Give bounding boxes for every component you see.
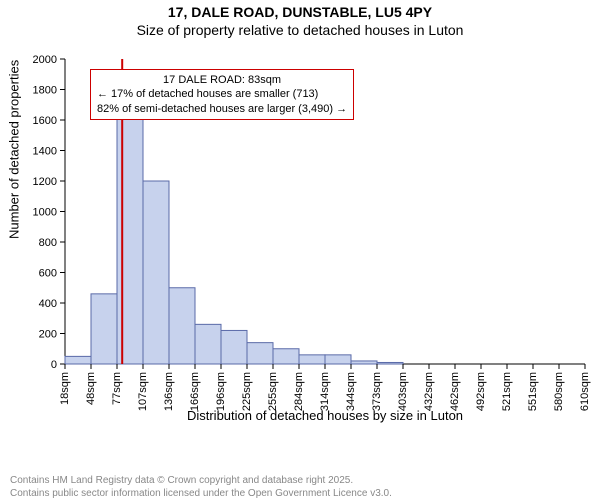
chart-title-main: 17, DALE ROAD, DUNSTABLE, LU5 4PY [0,4,600,20]
y-tick-label: 0 [51,359,57,371]
y-tick-label: 200 [39,329,57,341]
x-tick-label: 77sqm [111,372,123,405]
x-tick-label: 136sqm [163,372,175,411]
histogram-bar [377,362,403,364]
x-tick-label: 551sqm [527,372,539,411]
y-tick-label: 400 [39,298,57,310]
y-tick-label: 1200 [33,176,57,188]
x-tick-label: 18sqm [59,372,71,405]
x-tick-label: 432sqm [423,372,435,411]
histogram-bar [65,356,91,364]
info-line-2: ← 17% of detached houses are smaller (71… [97,87,347,101]
x-axis-label: Distribution of detached houses by size … [187,408,463,423]
x-tick-label: 107sqm [137,372,149,411]
y-tick-label: 1400 [33,146,57,158]
histogram-bar [247,343,273,364]
histogram-bar [169,288,195,364]
chart-footer: Contains HM Land Registry data © Crown c… [10,474,392,500]
y-tick-label: 1600 [33,115,57,127]
info-line-1: 17 DALE ROAD: 83sqm [97,73,347,87]
x-tick-label: 196sqm [215,372,227,411]
histogram-bar [117,118,143,364]
histogram-bar [351,361,377,364]
histogram-bar [273,349,299,364]
histogram-bar [143,181,169,364]
x-tick-label: 166sqm [189,372,201,411]
y-tick-label: 800 [39,237,57,249]
x-tick-label: 284sqm [293,372,305,411]
x-tick-label: 403sqm [397,372,409,411]
histogram-bar [299,355,325,364]
histogram-bar [221,330,247,364]
x-tick-label: 225sqm [241,372,253,411]
marker-info-box: 17 DALE ROAD: 83sqm ← 17% of detached ho… [90,69,354,120]
x-tick-label: 521sqm [501,372,513,411]
footer-line-1: Contains HM Land Registry data © Crown c… [10,474,392,487]
x-tick-label: 580sqm [553,372,565,411]
histogram-bar [91,294,117,364]
histogram-bar [325,355,351,364]
x-tick-label: 344sqm [345,372,357,411]
y-tick-label: 600 [39,268,57,280]
x-tick-label: 462sqm [449,372,461,411]
x-tick-label: 314sqm [319,372,331,411]
info-line-3: 82% of semi-detached houses are larger (… [97,102,347,116]
x-tick-label: 373sqm [371,372,383,411]
chart-title-sub: Size of property relative to detached ho… [0,22,600,38]
y-tick-label: 1000 [33,207,57,219]
y-tick-label: 1800 [33,85,57,97]
x-tick-label: 610sqm [579,372,591,411]
y-tick-label: 2000 [33,54,57,66]
histogram-bar [195,324,221,364]
x-tick-label: 492sqm [475,372,487,411]
x-tick-label: 255sqm [267,372,279,411]
x-tick-label: 48sqm [85,372,97,405]
y-axis-label: Number of detached properties [7,60,22,239]
footer-line-2: Contains public sector information licen… [10,487,392,500]
